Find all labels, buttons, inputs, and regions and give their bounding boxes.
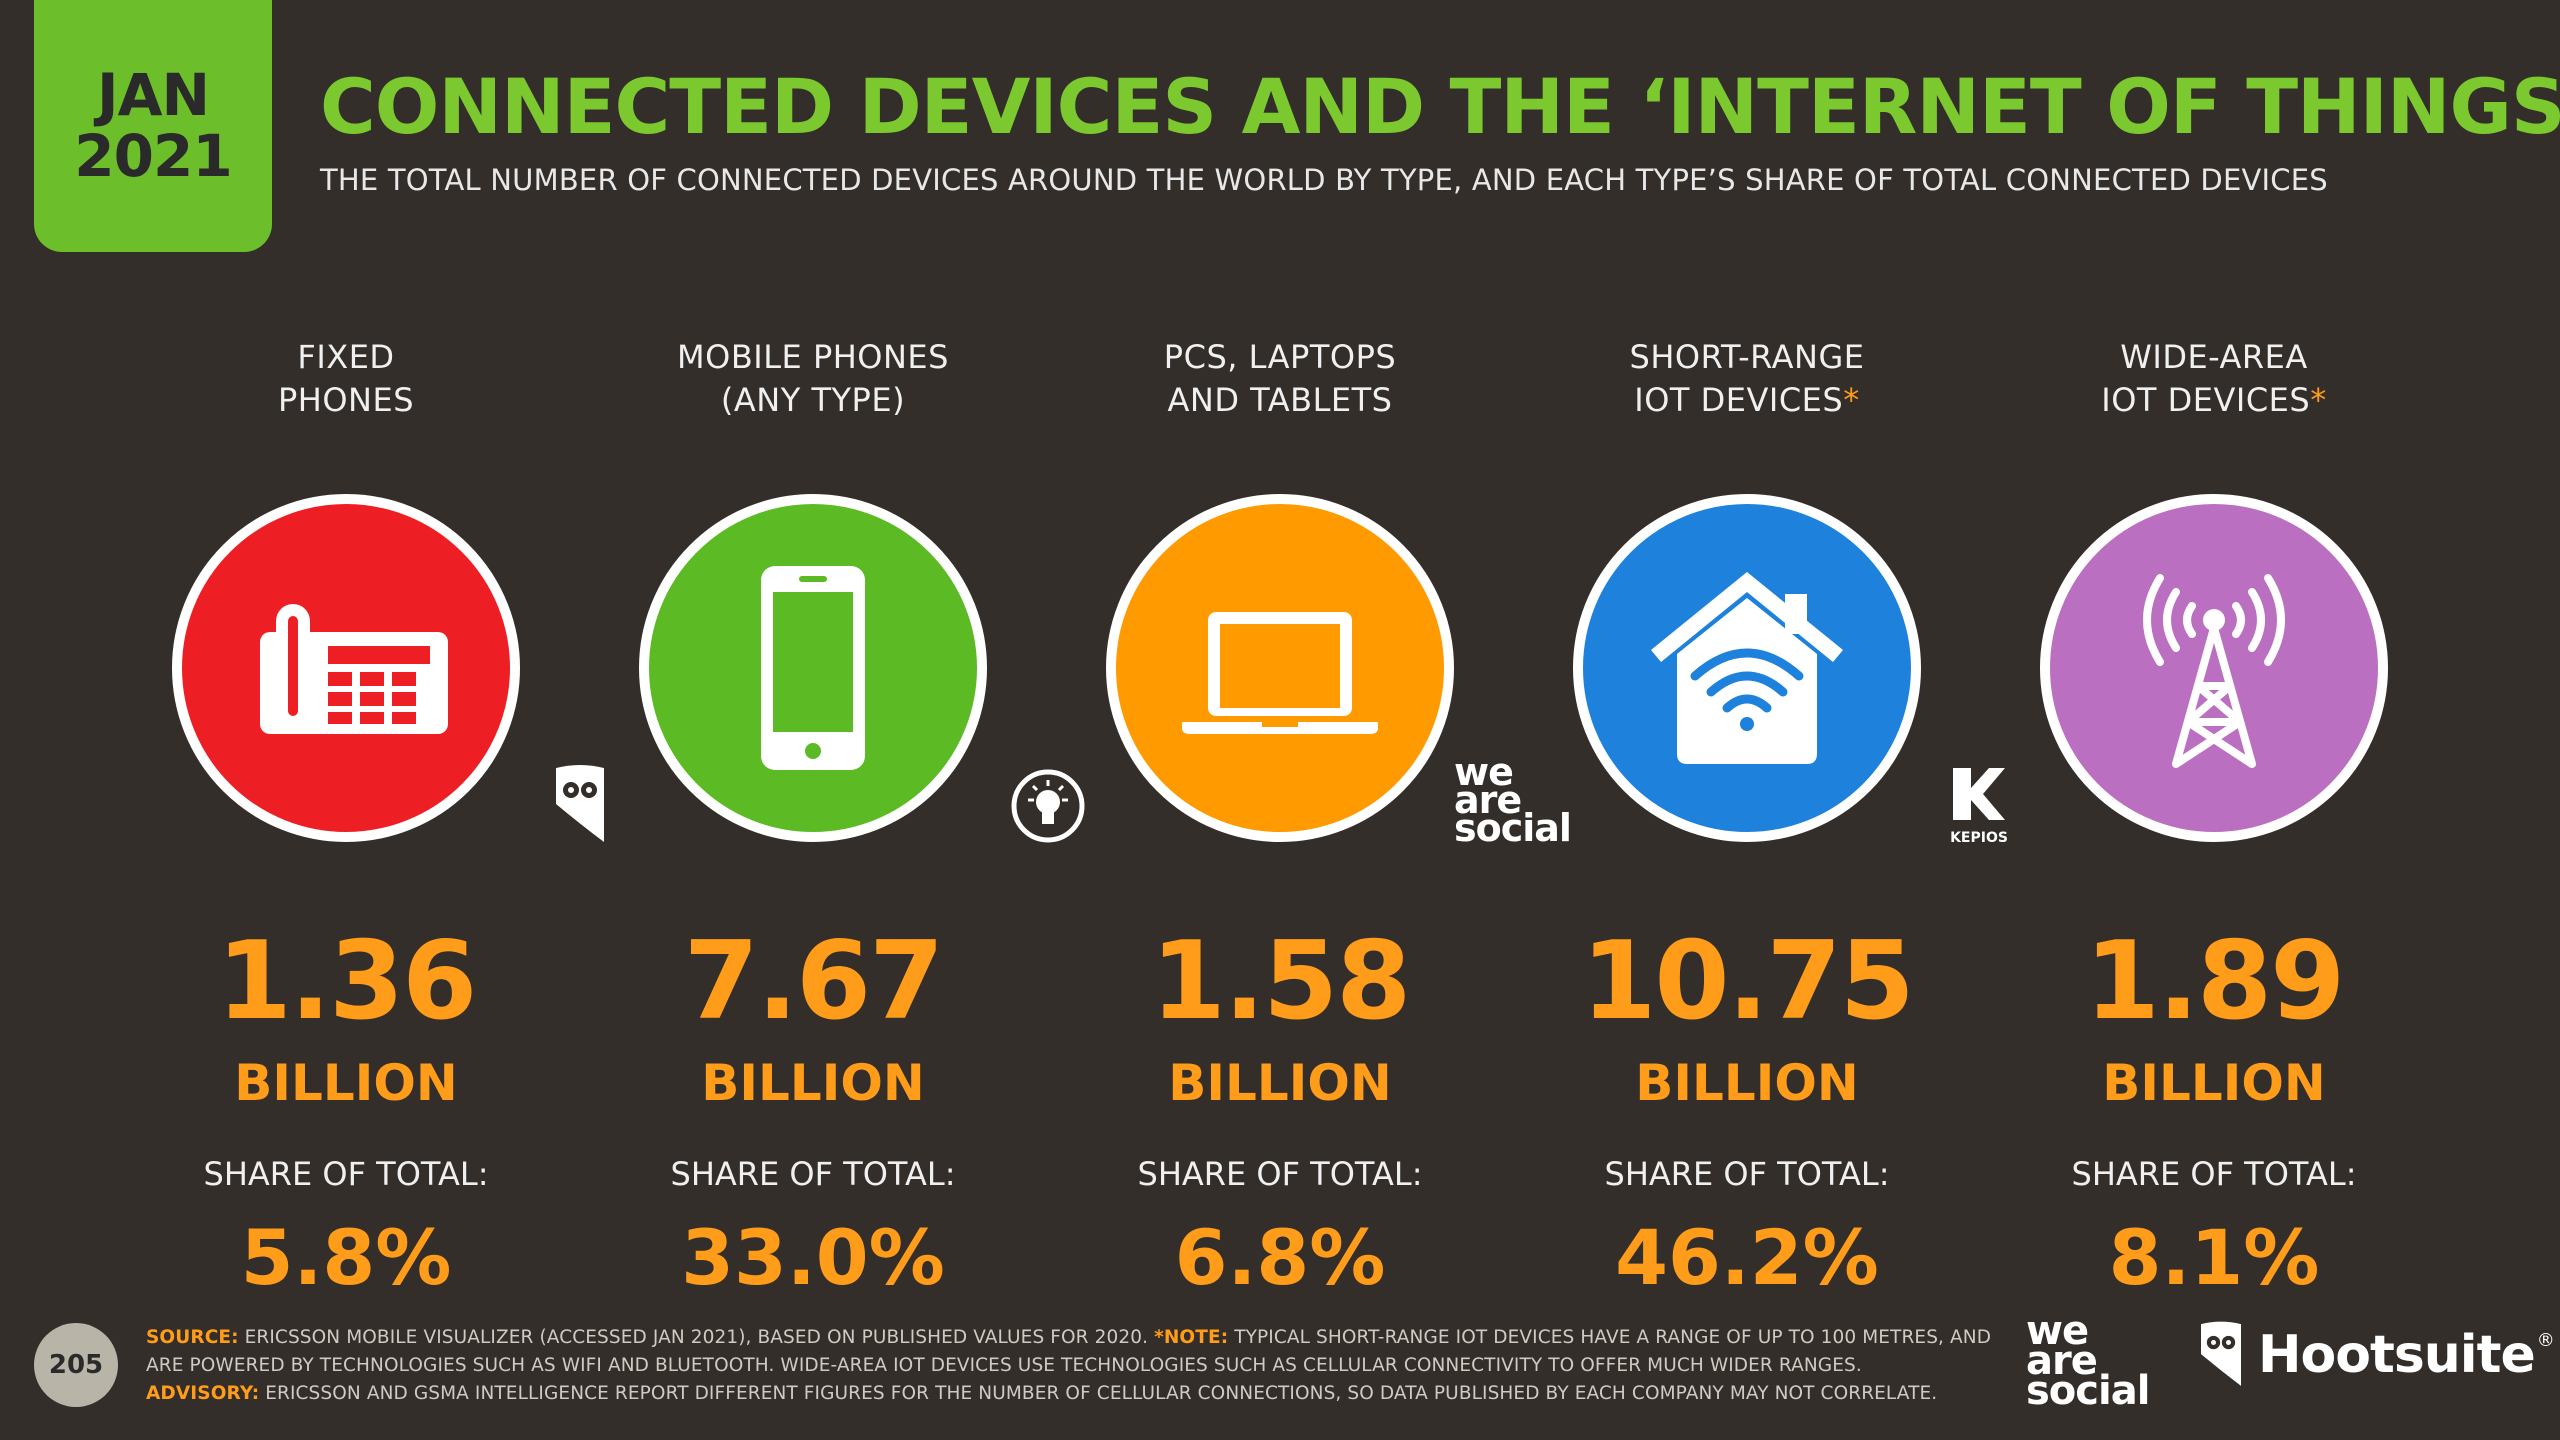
device-column-wide-area-iot: WIDE-AREA IOT DEVICES* 1.89 BILLION SHAR… [1994, 336, 2434, 1296]
device-count-unit: BILLION [2102, 1054, 2326, 1112]
kepios-logo: KEPIOS [1946, 764, 2012, 846]
category-circle [1106, 494, 1454, 842]
date-badge: JAN 2021 [34, 0, 272, 252]
lightbulb-icon [1011, 769, 1085, 843]
date-year: 2021 [74, 122, 232, 190]
share-value: 8.1% [2108, 1213, 2320, 1302]
category-circle [1573, 494, 1921, 842]
share-label: SHARE OF TOTAL: [2071, 1155, 2357, 1193]
footnote: SOURCE: ERICSSON MOBILE VISUALIZER (ACCE… [146, 1327, 1992, 1404]
column-label: MOBILE PHONES (ANY TYPE) [677, 338, 949, 419]
column-label: SHORT-RANGE IOT DEVICES* [1629, 338, 1865, 419]
device-column-short-range-iot: SHORT-RANGE IOT DEVICES* 10.75 BILLION S… [1527, 336, 1967, 1296]
device-count: 1.36 [216, 919, 477, 1044]
category-circle [172, 494, 520, 842]
page-subtitle: THE TOTAL NUMBER OF CONNECTED DEVICES AR… [320, 163, 2328, 197]
device-count-unit: BILLION [234, 1054, 458, 1112]
device-count: 1.89 [2084, 919, 2345, 1044]
category-circle [639, 494, 987, 842]
cell-tower-icon [2143, 574, 2285, 768]
device-column-mobile-phones: MOBILE PHONES (ANY TYPE) 7.67 BILLION SH… [593, 336, 1033, 1296]
column-label: WIDE-AREA IOT DEVICES* [2101, 338, 2327, 419]
desk-phone-icon [260, 604, 448, 734]
hootsuite-logo: Hootsuite ® [2196, 1320, 2555, 1390]
device-count-unit: BILLION [1168, 1054, 1392, 1112]
column-label: PCS, LAPTOPS AND TABLETS [1163, 338, 1397, 419]
smart-home-icon [1651, 572, 1843, 764]
column-label: FIXED PHONES [277, 338, 414, 419]
hootsuite-owl-icon [2201, 1321, 2241, 1386]
we-are-social-logo: we are social [2026, 1308, 2150, 1414]
hootsuite-owl-icon [556, 765, 604, 842]
device-count-unit: BILLION [701, 1054, 925, 1112]
share-value: 5.8% [240, 1213, 452, 1302]
share-value: 6.8% [1174, 1213, 1386, 1302]
kepios-mark-icon [1953, 768, 2005, 820]
share-value: 46.2% [1615, 1213, 1879, 1302]
share-label: SHARE OF TOTAL: [670, 1155, 956, 1193]
device-count: 1.58 [1150, 919, 1411, 1044]
we-are-social-small-logo: we are social [1454, 750, 1572, 850]
device-count: 10.75 [1581, 919, 1915, 1044]
share-label: SHARE OF TOTAL: [1604, 1155, 1890, 1193]
category-circle [2040, 494, 2388, 842]
device-column-fixed-phones: FIXED PHONES 1.36 BILLION SHARE OF TOTAL… [126, 336, 566, 1296]
device-count-unit: BILLION [1635, 1054, 1859, 1112]
device-count: 7.67 [683, 919, 944, 1044]
device-column-pcs-laptops-tablets: PCS, LAPTOPS AND TABLETS 1.58 BILLION SH… [1060, 336, 1500, 1296]
share-label: SHARE OF TOTAL: [1137, 1155, 1423, 1193]
share-value: 33.0% [681, 1213, 945, 1302]
page-number: 205 [34, 1323, 118, 1407]
laptop-icon [1182, 612, 1378, 734]
page-title: CONNECTED DEVICES AND THE ‘INTERNET OF T… [320, 62, 2560, 151]
date-month: JAN [96, 61, 210, 130]
smartphone-icon [761, 566, 865, 770]
share-label: SHARE OF TOTAL: [203, 1155, 489, 1193]
